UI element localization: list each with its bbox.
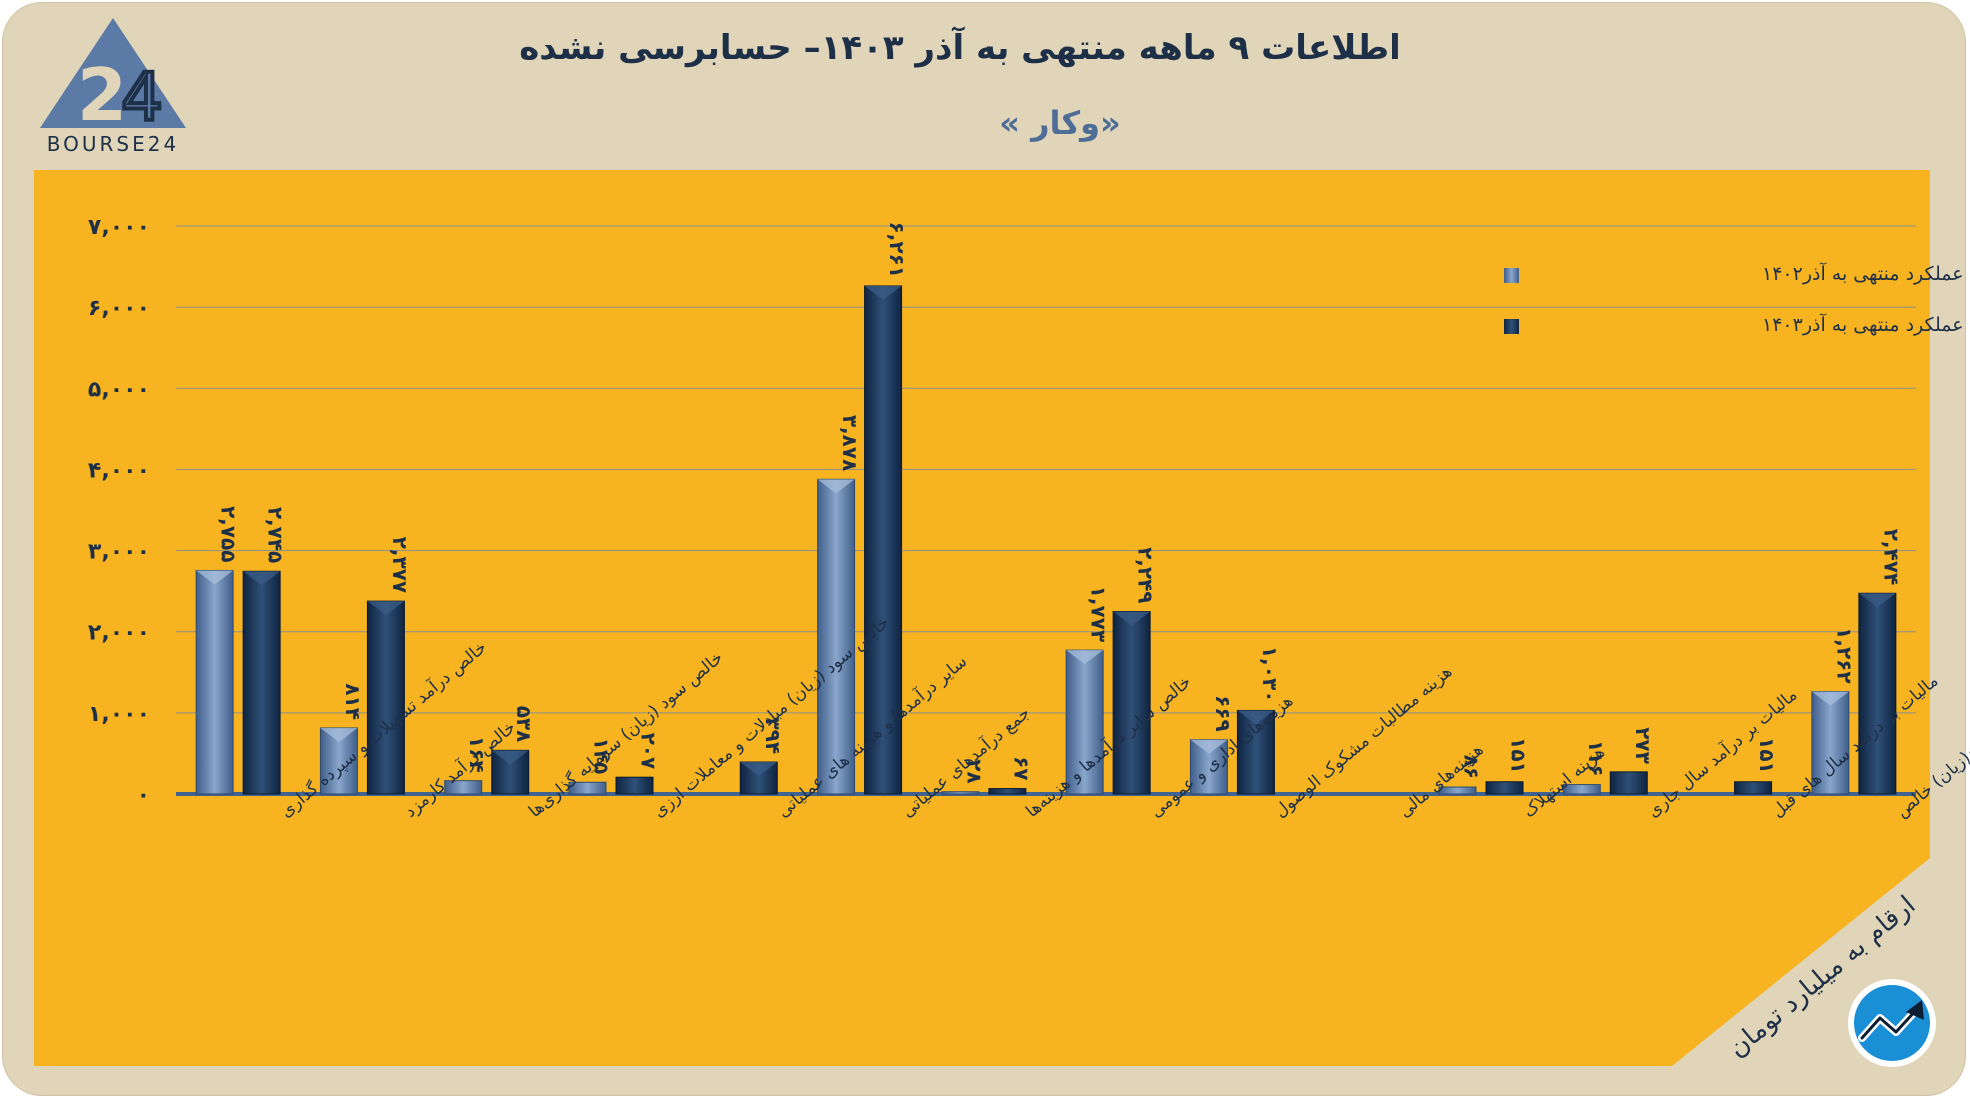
chart-title: اطلاعات ۹ ماهه منتهی به آذر ۱۴۰۳– حسابرس… [519, 28, 1401, 68]
bar-bevel [1811, 691, 1849, 706]
bar [817, 478, 856, 795]
data-label: ۳۹۴ [761, 717, 785, 754]
chart-subtitle: «وکار » [999, 104, 1121, 142]
bar [195, 569, 234, 795]
data-label: ۵۳۸ [512, 706, 536, 743]
bar [1485, 781, 1524, 795]
bar [1438, 786, 1477, 795]
y-tick-label: ۰ [137, 783, 150, 808]
bar-bevel [740, 762, 778, 777]
bar-bevel [864, 285, 902, 300]
data-label: ۲,۴۷۴ [1879, 529, 1903, 585]
data-label: ۶۷ [1009, 756, 1033, 780]
data-label: ۱۵۱ [1755, 737, 1779, 774]
data-label: ۱۶۴ [465, 736, 489, 773]
chart-panel [34, 170, 1930, 1066]
data-label: ۱۱۶ [1584, 740, 1608, 777]
bar-bevel [320, 727, 358, 742]
bar-bevel [243, 571, 281, 586]
data-label: ۲,۳۷۷ [388, 537, 412, 593]
legend-swatch-1403 [1504, 319, 1519, 334]
bar [1065, 649, 1104, 795]
data-label: ۲,۷۵۵ [217, 506, 241, 562]
data-label: ۱۵۱ [1507, 737, 1531, 774]
bar [1858, 592, 1897, 795]
data-label: ۲۰۷ [637, 733, 661, 770]
y-tick-label: ۱,۰۰۰ [88, 702, 150, 727]
x-tick-label: سود(زیان) خالص [1892, 728, 1970, 821]
legend-label-1403: عملکرد منتهی به آذر۱۴۰۳ [1762, 312, 1964, 336]
legend: عملکرد منتهی به آذر۱۴۰۲ عملکرد منتهی به … [1504, 261, 1964, 336]
data-label: ۱۴۵ [590, 738, 614, 775]
y-tick-label: ۶,۰۰۰ [88, 296, 150, 321]
y-tick-label: ۲,۰۰۰ [88, 621, 150, 646]
bar-bevel [367, 601, 405, 616]
x-tick-label: هزینه استهلاک [1519, 742, 1608, 822]
data-label: ۱,۰۳۰ [1258, 646, 1282, 702]
svg-text:4: 4 [121, 59, 163, 136]
data-label: ۱,۷۷۳ [1087, 586, 1111, 642]
legend-label-1402: عملکرد منتهی به آذر۱۴۰۲ [1762, 261, 1964, 285]
bourse24-logo-icon: 2 4 [40, 18, 186, 138]
data-label: ۶,۲۶۱ [885, 222, 909, 278]
trend-arrow-circle-icon [1848, 979, 1936, 1067]
y-tick-label: ۷,۰۰۰ [88, 215, 150, 240]
data-label: ۲۷۳ [1631, 727, 1655, 764]
bar-bevel [196, 570, 234, 585]
data-label: ۲۸ [962, 759, 986, 783]
data-label: ۳,۸۷۸ [838, 415, 862, 471]
bar [242, 570, 281, 795]
x-tick-label: هزینه‌های مالی [1395, 740, 1487, 822]
bar-bevel [491, 750, 529, 765]
data-label: ۱,۲۶۲ [1832, 627, 1856, 683]
bar [1811, 691, 1850, 795]
bar [1734, 781, 1773, 795]
bar-bevel [1066, 650, 1104, 665]
svg-text:2: 2 [77, 53, 127, 137]
legend-swatch-1402 [1504, 268, 1519, 283]
bar [1609, 771, 1648, 795]
bar-bevel [1858, 593, 1896, 608]
bar [941, 791, 980, 795]
logo-text: BOURSE24 [46, 132, 180, 156]
bar [366, 600, 405, 795]
bar-bevel [817, 479, 855, 494]
bar [864, 285, 903, 795]
bar-bevel [1113, 611, 1151, 626]
bar [1562, 784, 1601, 795]
bar-bevel [1190, 739, 1228, 754]
data-label: ۲,۲۴۹ [1134, 547, 1158, 603]
bar-bevel [1237, 710, 1275, 725]
bar [568, 781, 607, 795]
bar [615, 776, 654, 795]
y-tick-label: ۵,۰۰۰ [88, 377, 150, 402]
bar [988, 788, 1027, 795]
data-label: ۶۶۹ [1211, 695, 1235, 732]
bar [444, 780, 483, 795]
bar [1112, 611, 1151, 795]
data-label: ۸۶ [1460, 755, 1484, 779]
data-label: ۸۱۴ [341, 683, 365, 720]
y-tick-label: ۴,۰۰۰ [88, 458, 150, 483]
y-tick-label: ۳,۰۰۰ [88, 540, 150, 565]
data-label: ۲,۷۴۵ [264, 507, 288, 563]
